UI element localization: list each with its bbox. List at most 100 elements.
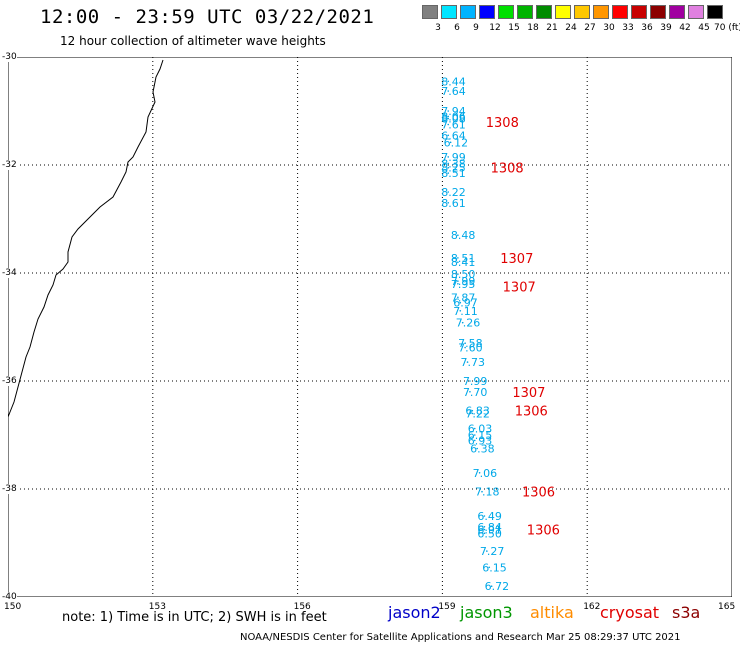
wave-height-label: 7.95 [451, 278, 476, 291]
wave-height-label: 8.22 [441, 186, 466, 199]
wave-height-label: 7.58 [458, 337, 483, 350]
track-point [486, 550, 488, 552]
colorbar-label: 33 [622, 23, 634, 33]
wave-height-label: 7.99 [441, 151, 466, 164]
track-point [488, 566, 491, 569]
latitude-label: -32 [2, 160, 17, 170]
wave-height-label: 8.38 [441, 157, 466, 170]
satellite-legend-item: jason2 [388, 603, 441, 622]
wave-height-label: 8.08 [441, 113, 466, 126]
time-labels: 1308 1308 1307 1307 1307 1306 1306 1306 [486, 116, 560, 539]
latitude-label: -40 [2, 592, 17, 602]
colorbar-swatch [593, 5, 609, 19]
map-subtitle: 12 hour collection of altimeter wave hei… [60, 34, 326, 48]
wave-height-label: 7.99 [463, 375, 488, 388]
track-point [447, 172, 450, 174]
colorbar-label: 36 [641, 23, 653, 33]
track-point [473, 434, 476, 436]
wave-height-label: 6.84 [477, 521, 502, 534]
track-point [447, 156, 450, 158]
colorbar-swatch [669, 5, 685, 19]
wave-height-label: 7.87 [451, 291, 476, 304]
colorbar-label: 24 [565, 23, 577, 33]
wave-height-label: 6.91 [477, 524, 502, 537]
wave-height-label: 8.51 [441, 167, 466, 180]
track-point [447, 191, 450, 193]
colorbar-swatch [631, 5, 647, 19]
longitude-label: 162 [583, 602, 601, 612]
colorbar-swatch [498, 5, 514, 19]
track-point [447, 115, 450, 118]
wave-height-label: 6.50 [477, 527, 502, 540]
track-point [457, 296, 459, 299]
wave-height-label: 7.22 [465, 407, 490, 420]
colorbar-label: 18 [527, 23, 539, 33]
wave-height-label: 6.93 [468, 434, 493, 447]
track-point [483, 528, 486, 531]
colorbar-label: 6 [454, 23, 460, 33]
track-point [457, 257, 459, 259]
colorbar-label: 39 [660, 23, 672, 33]
colorbar-swatch [422, 5, 438, 19]
wave-height-label: 6.03 [468, 423, 493, 436]
wave-height-labels: 8.447.647.948.068.087.616.646.127.998.38… [441, 75, 509, 593]
track-point [449, 141, 452, 144]
wave-height-label: 8.51 [451, 252, 476, 265]
satellite-track [447, 80, 493, 587]
colorbar-label: 70 (ft) [714, 23, 740, 33]
wave-height-label: 6.15 [468, 429, 493, 442]
wave-height-label: 8.61 [441, 197, 466, 210]
track-point [447, 80, 450, 83]
track-point [447, 202, 450, 204]
colorbar-label: 21 [546, 23, 558, 33]
wave-height-label: 7.94 [441, 105, 466, 118]
coastline [8, 59, 164, 418]
track-point [447, 110, 450, 112]
wave-height-label: 8.41 [451, 256, 476, 269]
track-point [457, 234, 459, 236]
wave-height-label: 6.83 [465, 405, 490, 418]
satellite-legend-item: cryosat [600, 603, 660, 622]
wave-height-label: 7.11 [453, 305, 478, 318]
latitude-label: -34 [2, 268, 17, 278]
colorbar-label: 45 [698, 23, 710, 33]
track-point [473, 439, 476, 442]
colorbar-swatch [574, 5, 590, 19]
track-point [461, 321, 464, 324]
colorbar-swatch [441, 5, 457, 19]
track-point [447, 166, 450, 169]
track-point [447, 162, 450, 165]
wave-height-label: 7.99 [451, 275, 476, 288]
track-point [471, 412, 474, 415]
wave-height-label: 8.06 [441, 110, 466, 123]
track-point [483, 532, 486, 535]
track-point [447, 123, 450, 126]
map-gridlines [8, 57, 732, 597]
colorbar-swatch [517, 5, 533, 19]
track-point [464, 346, 466, 349]
longitude-label: 165 [718, 602, 736, 612]
wave-height-label: 6.38 [470, 443, 495, 456]
wave-height-label: 8.25 [441, 162, 466, 175]
track-point [469, 380, 471, 382]
colorbar-swatch [536, 5, 552, 19]
colorbar-label: 30 [603, 23, 615, 33]
time-label: 1307 [512, 386, 545, 401]
colorbar-swatch [650, 5, 666, 19]
colorbar-label: 15 [508, 23, 520, 33]
latitude-label: -38 [2, 484, 17, 494]
time-label: 1308 [491, 162, 524, 177]
wave-height-label: 7.73 [461, 356, 486, 369]
satellite-legend-item: s3a [672, 603, 701, 622]
track-point [459, 301, 462, 304]
wave-height-label: 7.60 [458, 342, 483, 355]
track-point [457, 283, 459, 285]
track-point [457, 273, 459, 275]
track-point [457, 261, 459, 263]
wave-height-label: 7.61 [441, 119, 466, 132]
longitude-label: 156 [293, 602, 311, 612]
track-point [457, 280, 459, 282]
longitude-label: 150 [4, 602, 22, 612]
note-text: note: 1) Time is in UTC; 2) SWH is in fe… [62, 610, 327, 625]
track-point [466, 361, 469, 363]
